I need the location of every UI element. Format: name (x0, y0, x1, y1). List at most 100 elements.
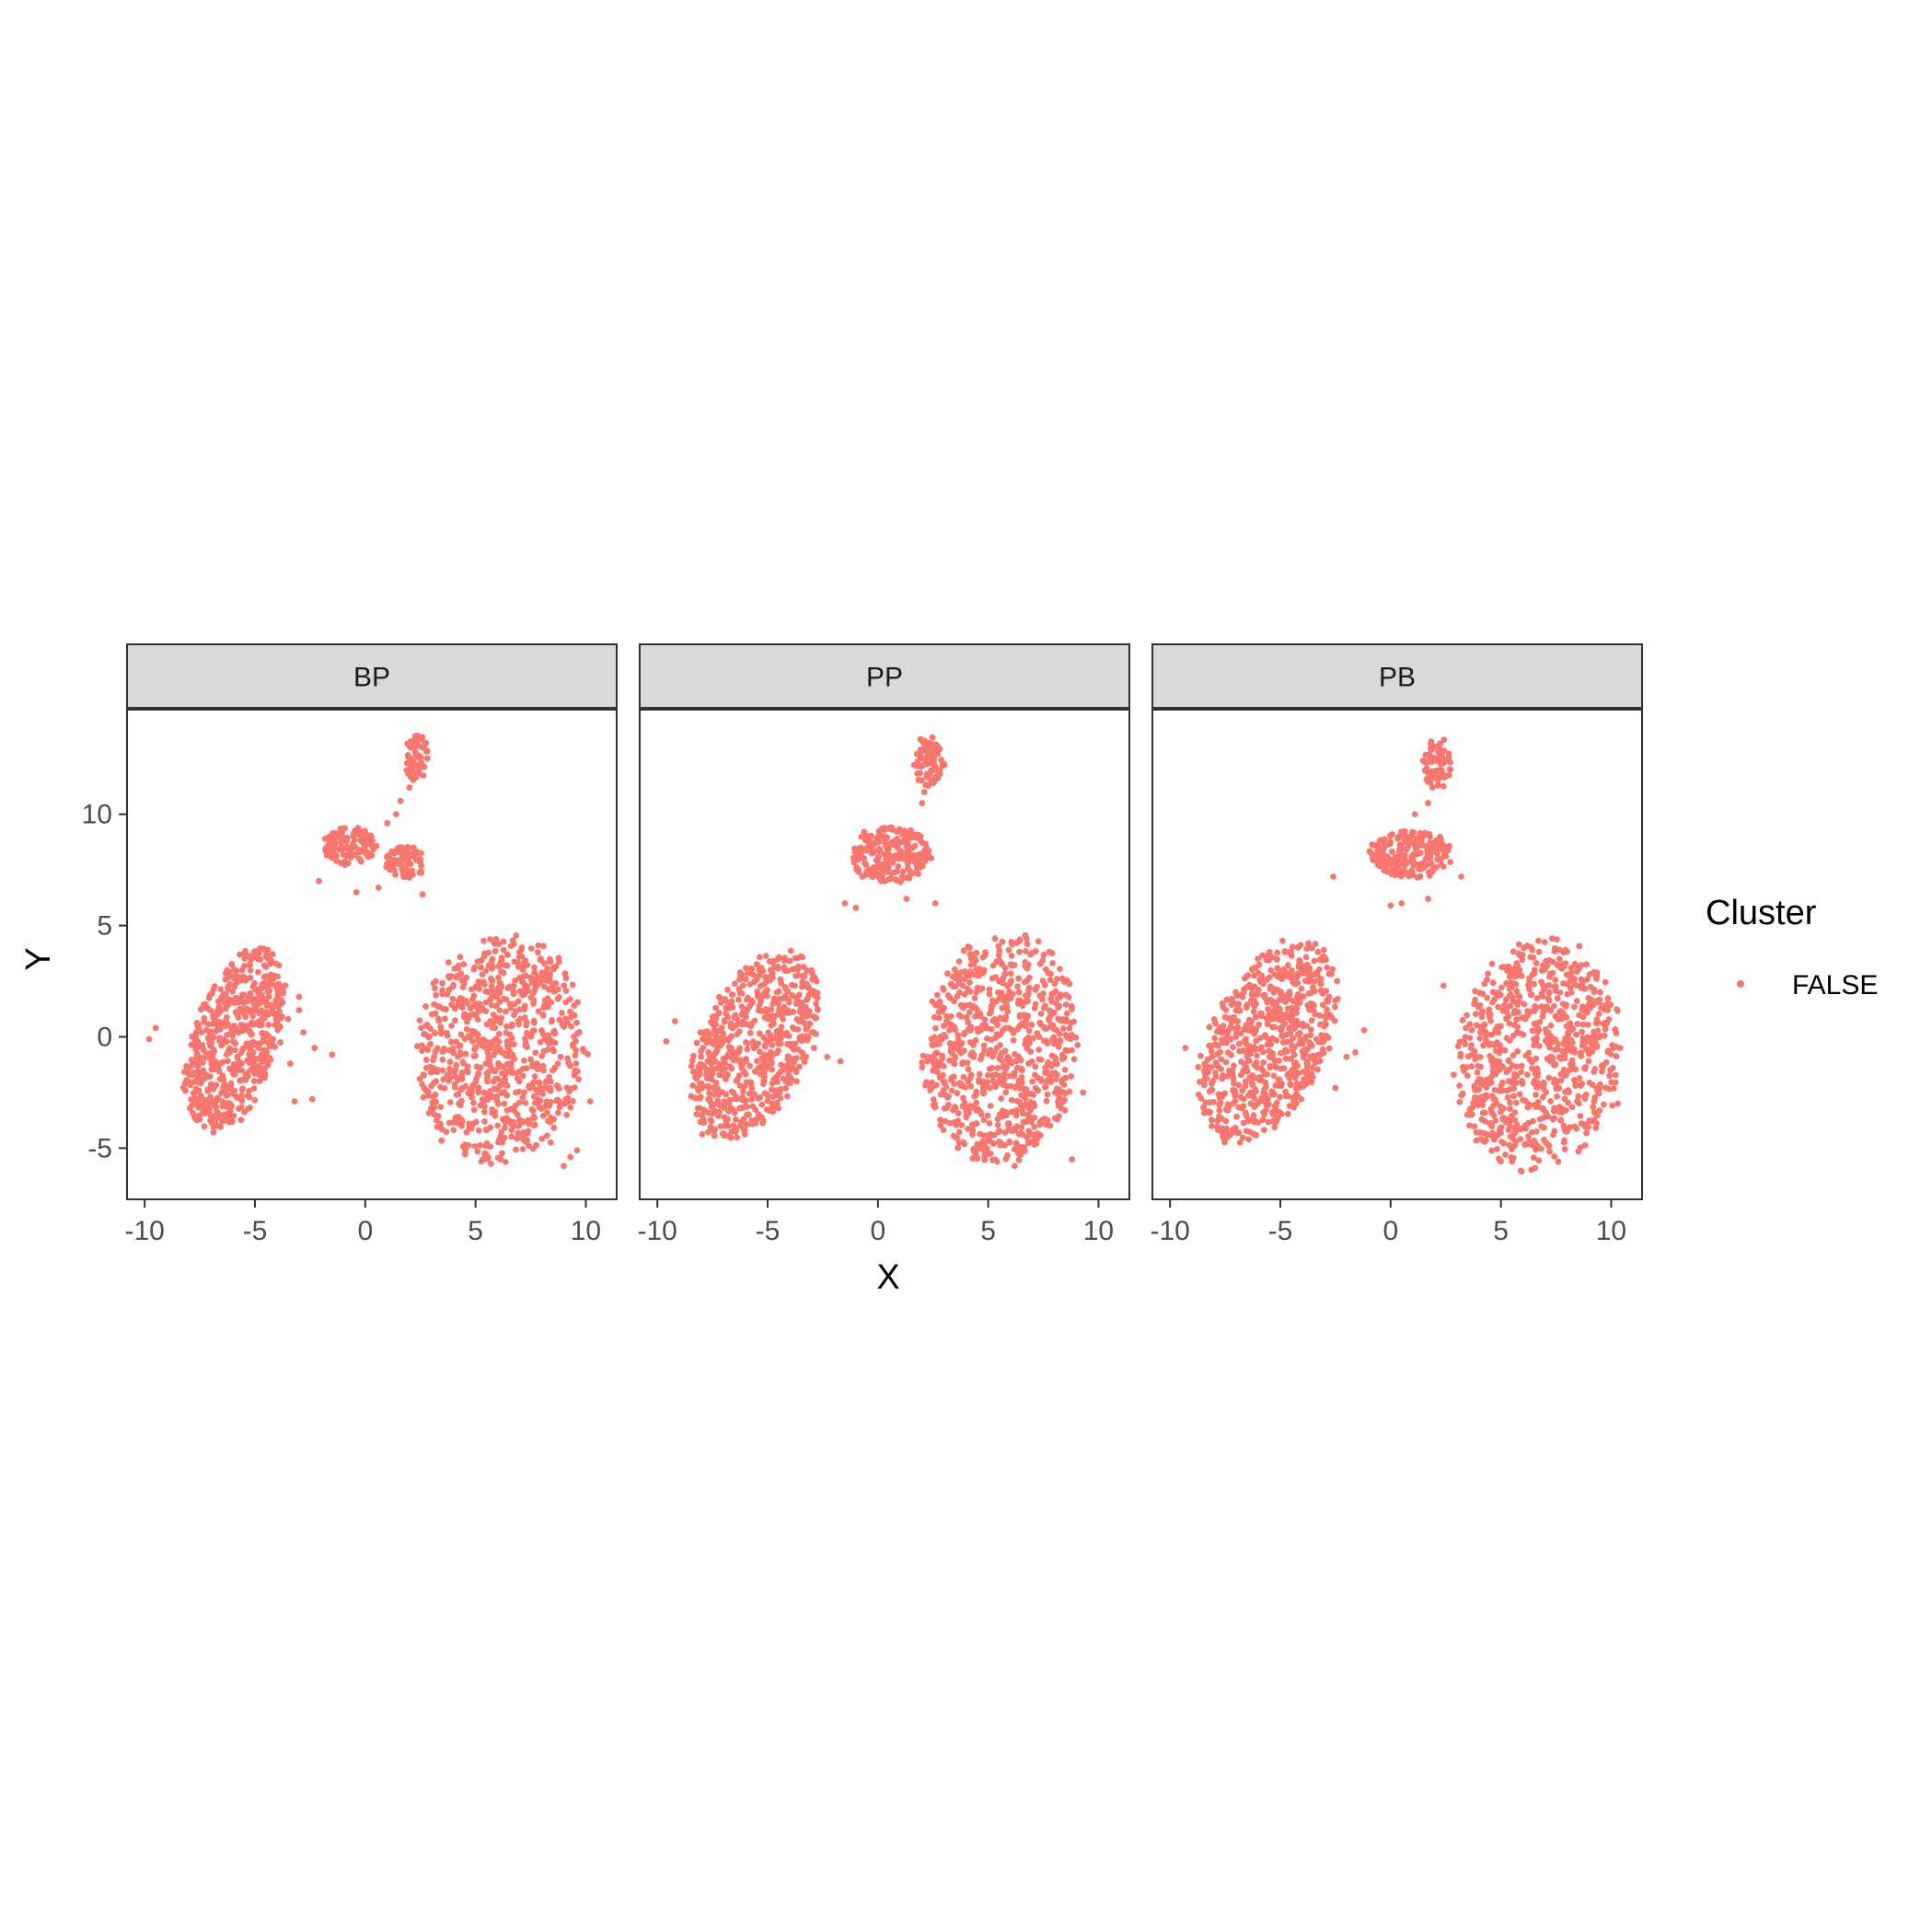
data-point (573, 1037, 579, 1045)
data-point (1001, 1047, 1009, 1055)
data-point (1308, 1017, 1315, 1024)
data-point (338, 832, 345, 839)
data-point (1510, 1154, 1517, 1162)
data-point (1294, 979, 1301, 987)
data-point (963, 1108, 970, 1116)
data-point (1563, 971, 1570, 978)
data-point (1005, 946, 1012, 954)
data-point (267, 1057, 274, 1063)
data-point (1010, 1036, 1017, 1044)
data-point (1297, 1035, 1304, 1043)
data-point (510, 982, 517, 989)
data-point (200, 1001, 207, 1009)
data-point (1055, 1102, 1062, 1109)
data-point (1498, 1139, 1506, 1145)
data-point (1212, 1020, 1219, 1027)
data-point (531, 1073, 538, 1080)
data-point (453, 1061, 460, 1069)
data-point (1533, 1004, 1540, 1012)
data-point (483, 1021, 491, 1028)
data-point (1488, 1031, 1495, 1038)
data-point (1521, 944, 1528, 952)
data-point (462, 1150, 469, 1157)
data-point (449, 1045, 457, 1052)
data-point (1218, 1115, 1225, 1122)
data-point (206, 1073, 214, 1081)
data-point (480, 937, 487, 944)
data-point (1597, 989, 1603, 996)
data-point (1296, 957, 1303, 965)
data-point (522, 1042, 529, 1049)
data-point (242, 1071, 249, 1079)
data-point (477, 1141, 484, 1149)
data-point (721, 1105, 728, 1111)
data-point (492, 1024, 499, 1032)
data-point (711, 1132, 718, 1140)
data-point (1274, 1115, 1281, 1122)
data-point (752, 1106, 759, 1113)
data-point (561, 1023, 568, 1030)
data-point (1562, 1035, 1568, 1043)
data-point (1014, 983, 1021, 990)
data-point (1242, 1078, 1249, 1085)
data-point (1276, 996, 1283, 1003)
data-point (1251, 972, 1258, 979)
data-point (1568, 1060, 1574, 1068)
data-point (492, 1036, 499, 1044)
data-point (1576, 1075, 1583, 1082)
data-point (728, 1088, 735, 1095)
data-point (796, 1018, 803, 1025)
data-point (1530, 1080, 1537, 1087)
data-point (714, 1113, 722, 1119)
data-point (1479, 1102, 1487, 1108)
data-point (547, 978, 554, 985)
data-point (476, 1001, 483, 1008)
data-point (1260, 1059, 1267, 1066)
data-point (1219, 1075, 1226, 1082)
data-point (801, 1034, 808, 1041)
data-point (1306, 966, 1313, 974)
data-point (1497, 991, 1504, 999)
data-point (248, 997, 255, 1004)
data-point (1014, 1150, 1022, 1157)
data-point (503, 1008, 509, 1015)
data-point (567, 1062, 573, 1070)
data-point (1036, 960, 1044, 967)
data-point (1563, 1013, 1570, 1021)
data-point (940, 1063, 947, 1070)
data-point (223, 1083, 230, 1091)
data-point (1016, 1013, 1024, 1020)
data-point (1546, 1148, 1553, 1155)
data-point (1550, 1002, 1557, 1010)
data-point (671, 1018, 678, 1024)
data-point (903, 896, 910, 902)
data-point (264, 954, 272, 962)
data-point (1579, 1006, 1586, 1013)
data-point (1056, 1089, 1063, 1096)
data-point (1253, 1027, 1260, 1034)
data-point (1469, 1105, 1476, 1111)
data-point (700, 1062, 707, 1070)
data-point (1571, 960, 1579, 967)
data-point (1472, 1011, 1479, 1017)
data-point (859, 873, 866, 880)
data-point (923, 845, 931, 852)
data-point (1557, 1077, 1565, 1084)
data-point (1018, 1143, 1025, 1151)
data-point (937, 1122, 944, 1129)
data-point (1293, 1091, 1300, 1097)
data-point (256, 1063, 263, 1070)
data-point (496, 987, 503, 994)
data-point (1613, 1043, 1620, 1050)
data-point (1324, 1006, 1330, 1013)
data-point (1228, 1001, 1235, 1008)
facet-strip (639, 643, 1130, 709)
data-point (1028, 1021, 1035, 1028)
data-point (1482, 1130, 1488, 1138)
data-point (1294, 1062, 1301, 1070)
data-point (531, 1121, 538, 1128)
data-point (1303, 1071, 1311, 1079)
data-point (1492, 1117, 1499, 1124)
data-point (1586, 1079, 1593, 1086)
data-point (513, 931, 520, 939)
